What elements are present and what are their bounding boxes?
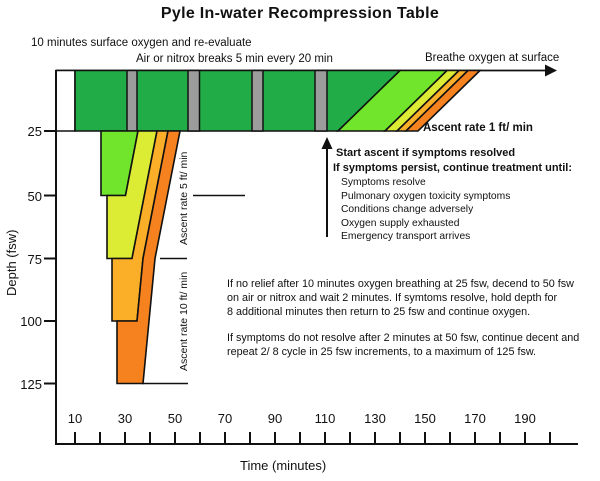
- x-label-50: 50: [167, 411, 183, 426]
- breathe-surface-note: Breathe oxygen at surface: [425, 52, 560, 64]
- surface-oxygen-note: 10 minutes surface oxygen and re-evaluat…: [31, 37, 252, 49]
- ascent-rate-5-label: Ascent rate 5 ft/ min: [178, 151, 190, 246]
- ascent-band-125fsw-profile: [404, 69, 482, 132]
- y-label-75: 75: [27, 251, 42, 267]
- up-arrowhead-icon: [321, 137, 333, 149]
- y-axis-title: Depth (fsw): [4, 229, 19, 296]
- x-label-150: 150: [414, 411, 436, 426]
- x-label-70: 70: [217, 411, 233, 426]
- x-label-30: 30: [117, 411, 133, 426]
- air-break-strip: [314, 69, 328, 132]
- paragraph-repeat-cycle: If symptoms do not resolve after 2 minut…: [227, 331, 579, 359]
- air-break-strip: [187, 69, 201, 132]
- right-arrowhead-icon: [545, 64, 557, 77]
- paragraph-line: on air or nitrox and wait 2 minutes. If …: [227, 292, 558, 304]
- condition-item: Emergency transport arrives: [341, 231, 471, 242]
- y-label-25: 25: [27, 124, 42, 139]
- persist-note: If symptoms persist, continue treatment …: [333, 162, 572, 174]
- x-label-110: 110: [314, 411, 336, 426]
- chart-title: Pyle In-water Recompression Table: [160, 5, 440, 22]
- x-label-170: 170: [464, 411, 486, 426]
- paragraph-line: If symptoms do not resolve after 2 minut…: [227, 332, 580, 344]
- air-breaks-note: Air or nitrox breaks 5 min every 20 min: [136, 53, 333, 65]
- excursion-125fsw: [116, 130, 181, 385]
- ascent-rate-10-label: Ascent rate 10 ft/ min: [178, 271, 190, 372]
- y-label-100: 100: [20, 314, 42, 329]
- y-label-125: 125: [20, 376, 42, 392]
- x-label-90: 90: [267, 411, 283, 426]
- air-break-strip: [126, 69, 138, 132]
- x-axis-title: Time (minutes): [240, 458, 327, 473]
- paragraph-no-relief: If no relief after 10 minutes oxygen bre…: [227, 277, 574, 319]
- paragraph-line: 8 additional minutes then return to 25 f…: [227, 306, 531, 318]
- surface-interval-box: [55, 69, 76, 132]
- air-break-strip: [251, 69, 264, 132]
- x-label-190: 190: [514, 411, 536, 426]
- x-label-10: 10: [67, 411, 83, 426]
- condition-item: Conditions change adversely: [341, 204, 474, 215]
- treatment-conditions-list: Symptoms resolve Pulmonary oxygen toxici…: [341, 176, 510, 244]
- x-label-130: 130: [364, 411, 386, 426]
- start-ascent-note: Start ascent if symptoms resolved: [336, 147, 516, 159]
- x-ticks: [74, 432, 551, 444]
- paragraph-line: repeat 2/ 8 cycle in 25 fsw increments, …: [227, 346, 537, 358]
- condition-item: Oxygen supply exhausted: [341, 217, 460, 229]
- condition-item: Symptoms resolve: [341, 177, 426, 188]
- paragraph-line: If no relief after 10 minutes oxygen bre…: [227, 278, 574, 290]
- ascent-rate-1-label: Ascent rate 1 ft/ min: [423, 122, 533, 134]
- y-label-50: 50: [27, 188, 42, 204]
- condition-item: Pulmonary oxygen toxicity symptoms: [341, 190, 511, 202]
